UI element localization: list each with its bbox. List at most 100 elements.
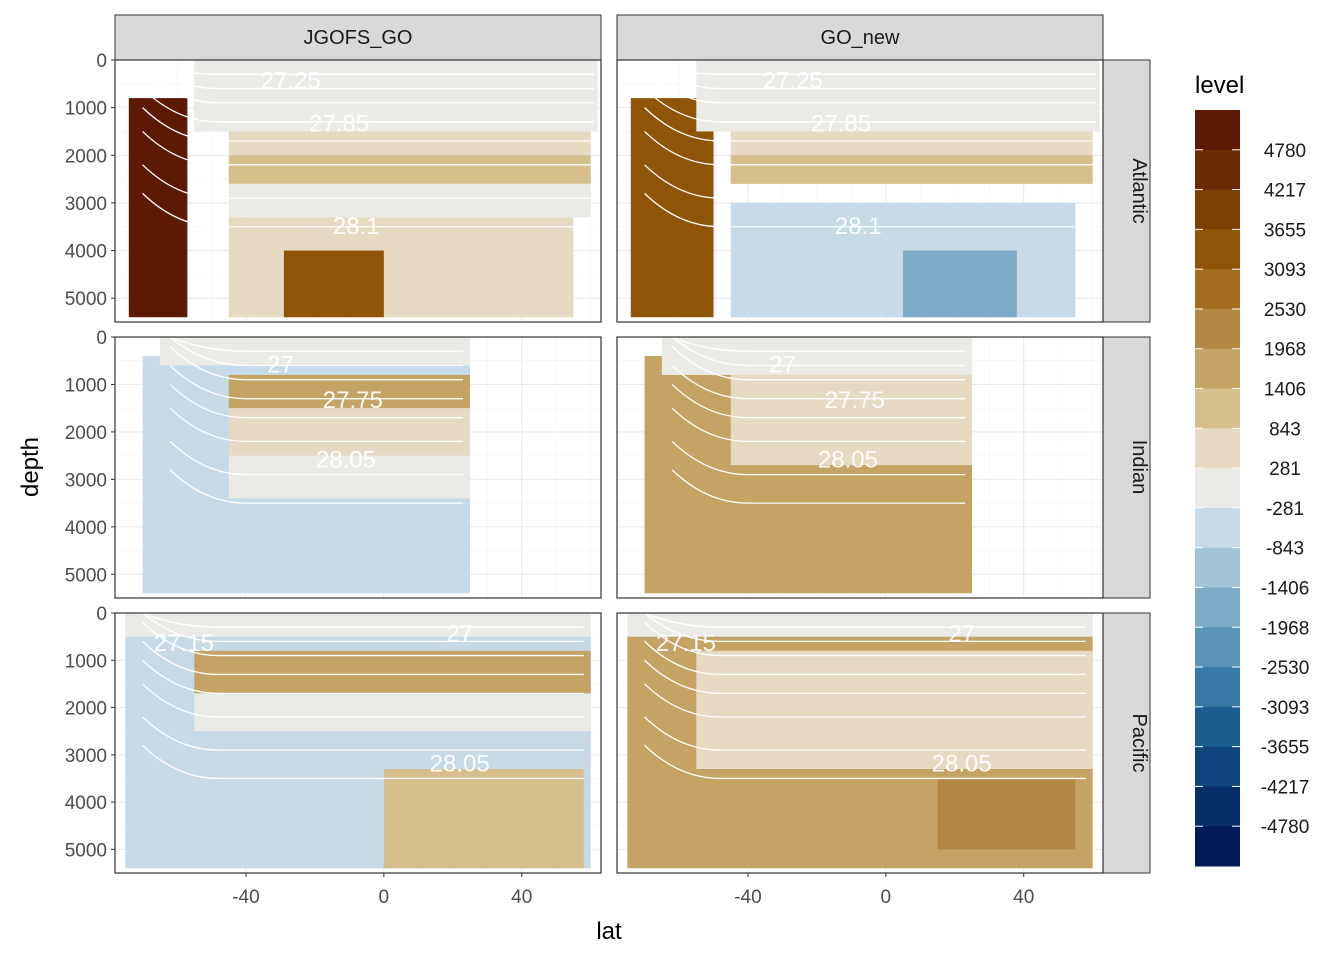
legend-colorbar	[1195, 110, 1240, 867]
panel-border	[616, 336, 1104, 599]
panel-border	[616, 59, 1104, 323]
panels-layer: 27.25 27.85 28.1 27.25 27.85 28.1 27 27.75 28.05…	[114, 59, 1104, 874]
facet-title-row-1: Atlantic	[1128, 158, 1150, 224]
contour-band	[696, 60, 1100, 132]
legend-title: level	[1195, 72, 1244, 99]
isopycnal-line	[142, 60, 595, 75]
legend-swatch	[1195, 388, 1240, 429]
filled-contours	[142, 337, 471, 594]
legend-swatch	[1195, 627, 1240, 668]
contour-label: 27	[769, 352, 796, 379]
contour-band	[125, 613, 591, 637]
legend-swatch	[1195, 786, 1240, 827]
panel-GO_new-Atlantic: 27.25 27.85 28.1	[616, 59, 1104, 323]
x-axis-title: lat	[596, 918, 622, 945]
legend-swatch	[1195, 189, 1240, 230]
isopycnal-line	[671, 346, 966, 381]
contour-band	[627, 613, 1093, 637]
contour-label: 28.1	[835, 213, 882, 240]
isopycnal-line	[142, 744, 584, 780]
isopycnal-line	[169, 469, 464, 504]
contour-label: 27.15	[154, 630, 214, 657]
contour-band	[228, 183, 591, 218]
isopycnal-line	[671, 365, 966, 400]
isopycnal-line	[142, 130, 595, 166]
legend-label: 2530	[1264, 300, 1306, 321]
isopycnal-line	[142, 107, 595, 142]
panel-JGOFS_GO-Pacific: 27.15 27 28.05	[114, 612, 602, 874]
contour-label: 27.15	[656, 630, 716, 657]
contour-label: 28.05	[316, 447, 376, 474]
contour-band	[730, 131, 1093, 156]
contour-band	[128, 98, 188, 318]
panel-JGOFS_GO-Indian: 27 27.75 28.05	[114, 336, 602, 599]
legend-swatch	[1195, 587, 1240, 628]
legend-swatch	[1195, 308, 1240, 350]
contour-label: 27.75	[825, 387, 885, 414]
y-tick-label: 5000	[65, 840, 107, 861]
isopycnal-line	[671, 337, 966, 367]
isopycnal-line	[169, 346, 464, 381]
filled-contours	[627, 613, 1093, 869]
contour-label: 27	[446, 620, 473, 647]
contour-band	[730, 374, 973, 466]
contour-label: 27.25	[261, 68, 321, 95]
legend-label: -281	[1266, 499, 1304, 520]
legend-swatch	[1195, 348, 1240, 390]
isopycnal-line	[169, 365, 464, 400]
filled-contours	[128, 60, 598, 318]
contour-band	[228, 408, 471, 456]
isopycnal-line	[671, 383, 966, 419]
legend: level 4780 4217 3655 3093 2530 1968 1406 843 281…	[1195, 72, 1309, 867]
isopycnal-line	[169, 383, 464, 419]
y-tick-label: 3000	[65, 194, 107, 215]
facet-strip-top-left: JGOFS_GO	[114, 14, 602, 61]
isopycnal-line	[142, 683, 584, 718]
legend-label: 843	[1269, 419, 1301, 440]
panel-border	[114, 59, 602, 323]
legend-swatch	[1195, 746, 1240, 787]
contour-label: 27.85	[811, 110, 871, 137]
legend-label: -4217	[1261, 777, 1310, 798]
legend-swatch	[1195, 110, 1240, 151]
contour-band	[228, 131, 591, 156]
isopycnal-line	[644, 613, 1086, 643]
isopycnal-line	[644, 659, 1086, 695]
isopycnal-line	[644, 107, 1097, 142]
contour-band	[194, 60, 598, 132]
legend-swatch	[1195, 706, 1240, 748]
contour-band	[228, 374, 471, 409]
y-tick-label: 2000	[65, 146, 107, 167]
legend-label: -843	[1266, 539, 1304, 560]
panel-GO_new-Pacific: 27.15 27 28.05	[616, 612, 1104, 874]
legend-label: -3093	[1261, 698, 1310, 719]
y-tick-label: 5000	[65, 289, 107, 310]
isopycnal-lines	[142, 60, 595, 228]
facet-strip-top-right: GO_new	[616, 14, 1104, 61]
contour-band	[194, 650, 591, 694]
legend-swatch	[1195, 229, 1240, 270]
contour-band	[630, 98, 714, 318]
x-tick-label: -40	[232, 887, 259, 908]
isopycnal-lines	[671, 337, 966, 504]
contour-label: 27.25	[763, 68, 823, 95]
y-tick-label: 4000	[65, 518, 107, 539]
y-tick-label: 4000	[65, 793, 107, 814]
y-tick-label: 1000	[65, 375, 107, 396]
legend-label: 4780	[1264, 141, 1306, 162]
isopycnal-line	[644, 69, 1097, 104]
legend-label: -4780	[1261, 817, 1310, 838]
isopycnal-line	[142, 716, 584, 751]
isopycnal-line	[644, 164, 1097, 199]
isopycnal-line	[142, 659, 584, 695]
filled-contours	[630, 60, 1100, 318]
isopycnal-lines	[644, 613, 1086, 780]
y-tick-label: 2000	[65, 699, 107, 720]
y-tick-label: 3000	[65, 470, 107, 491]
legend-swatch	[1195, 826, 1240, 867]
legend-swatch	[1195, 269, 1240, 310]
contour-band	[903, 250, 1017, 318]
contour-band	[228, 155, 591, 184]
isopycnal-line	[142, 88, 595, 123]
